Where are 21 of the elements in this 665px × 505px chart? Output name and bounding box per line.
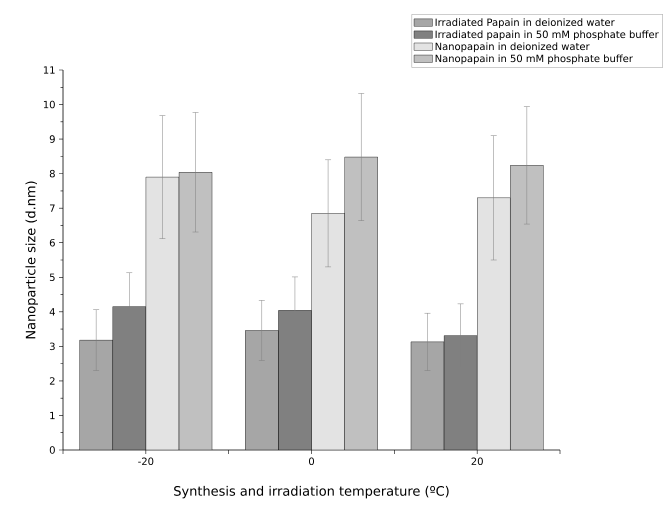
legend-label: Irradiated Papain in deionized water [436, 18, 615, 28]
x-tick-label: 20 [472, 457, 483, 466]
y-tick-label: 11 [44, 66, 55, 74]
y-tick-label: 9 [50, 135, 55, 143]
y-axis-title: Nanoparticle size (d.nm) [25, 181, 38, 338]
y-tick-label: 10 [44, 100, 55, 108]
y-tick-label: 3 [50, 342, 55, 350]
y-tick-label: 6 [50, 238, 55, 246]
y-tick-label: 1 [50, 412, 55, 420]
legend-label: Nanopapain in deionized water [436, 42, 590, 52]
y-tick-label: 4 [50, 308, 55, 316]
y-tick-label: 8 [50, 170, 55, 178]
x-axis-title: Synthesis and irradiation temperature (ºC) [174, 486, 449, 498]
y-tick-label: 5 [50, 274, 55, 281]
y-tick-label: 0 [50, 446, 55, 454]
legend-label: Irradiated papain in 50 mM phosphate buffer [436, 30, 659, 40]
x-tick-label: -20 [138, 457, 154, 466]
x-tick-label: 0 [308, 457, 314, 466]
legend-label: Nanopapain in 50 mM phosphate buffer [436, 54, 633, 64]
y-tick-label: 7 [50, 204, 55, 212]
y-tick-label: 2 [50, 377, 55, 385]
